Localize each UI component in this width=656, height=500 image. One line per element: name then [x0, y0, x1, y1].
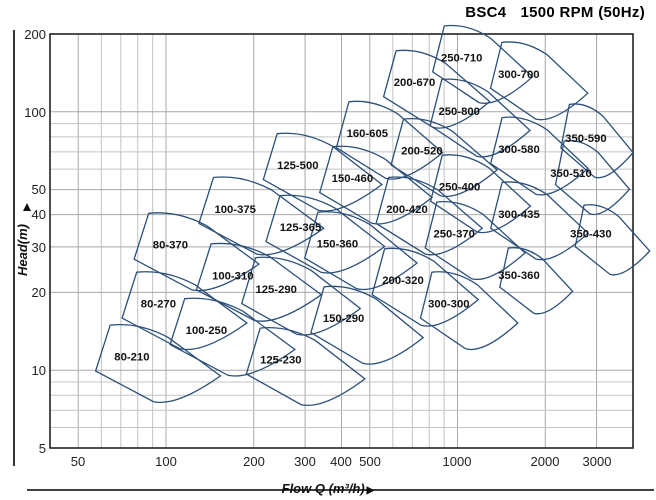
svg-text:1000: 1000 [443, 454, 472, 469]
svg-text:100: 100 [24, 105, 46, 120]
svg-text:80-270: 80-270 [141, 299, 176, 311]
svg-text:125-365: 125-365 [280, 222, 321, 234]
svg-text:350-510: 350-510 [550, 168, 591, 180]
svg-text:250-400: 250-400 [439, 182, 480, 194]
svg-text:125-500: 125-500 [277, 160, 318, 172]
svg-text:125-230: 125-230 [260, 355, 301, 367]
svg-text:300-580: 300-580 [498, 144, 539, 156]
svg-text:80-210: 80-210 [114, 352, 149, 364]
svg-text:50: 50 [32, 182, 46, 197]
svg-text:10: 10 [32, 363, 46, 378]
svg-text:100-375: 100-375 [214, 204, 255, 216]
svg-text:20: 20 [32, 285, 46, 300]
svg-text:100: 100 [155, 454, 177, 469]
svg-text:200: 200 [24, 27, 46, 42]
svg-text:150-360: 150-360 [317, 239, 358, 251]
svg-text:Flow Q (m³/h)▶: Flow Q (m³/h) ▶ [282, 481, 376, 496]
svg-text:200-670: 200-670 [394, 77, 435, 89]
svg-text:2000: 2000 [531, 454, 560, 469]
svg-text:Head(m): Head(m) [15, 224, 30, 276]
svg-text:50: 50 [71, 454, 85, 469]
svg-text:40: 40 [32, 207, 46, 222]
svg-text:500: 500 [359, 454, 381, 469]
svg-text:300-300: 300-300 [428, 299, 469, 311]
svg-text:30: 30 [32, 240, 46, 255]
svg-text:250-710: 250-710 [441, 52, 482, 64]
svg-text:350-590: 350-590 [565, 133, 606, 145]
svg-text:160-605: 160-605 [347, 128, 388, 140]
svg-text:200-520: 200-520 [401, 146, 442, 158]
svg-text:80-370: 80-370 [153, 240, 188, 252]
svg-text:300-435: 300-435 [498, 209, 539, 221]
svg-text:5: 5 [39, 441, 46, 456]
svg-text:400: 400 [330, 454, 352, 469]
svg-text:350-430: 350-430 [570, 229, 611, 241]
svg-text:300-700: 300-700 [498, 69, 539, 81]
svg-text:200-420: 200-420 [386, 204, 427, 216]
svg-text:200: 200 [243, 454, 265, 469]
svg-text:100-250: 100-250 [186, 325, 227, 337]
svg-text:300: 300 [294, 454, 316, 469]
svg-text:150-290: 150-290 [323, 313, 364, 325]
svg-text:3000: 3000 [583, 454, 612, 469]
svg-text:200-320: 200-320 [382, 275, 423, 287]
svg-text:125-290: 125-290 [255, 284, 296, 296]
svg-text:250-370: 250-370 [433, 229, 474, 241]
svg-text:100-310: 100-310 [212, 270, 253, 282]
svg-text:150-460: 150-460 [332, 173, 373, 185]
svg-text:250-800: 250-800 [438, 106, 479, 118]
svg-text:350-360: 350-360 [498, 270, 539, 282]
